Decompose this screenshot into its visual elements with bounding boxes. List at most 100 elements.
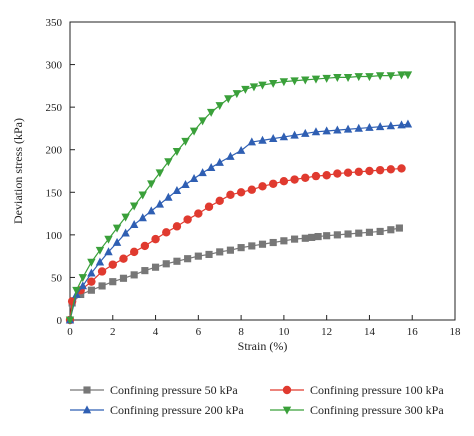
data-point	[155, 169, 165, 178]
series-line	[69, 227, 400, 321]
y-tick-label: 0	[57, 315, 63, 327]
data-point	[301, 128, 310, 137]
data-point	[397, 71, 406, 80]
data-point	[375, 165, 385, 175]
data-point	[386, 72, 396, 81]
data-point	[247, 185, 257, 194]
data-point	[354, 123, 363, 132]
data-point	[72, 286, 81, 295]
data-point	[237, 244, 245, 252]
data-point	[268, 179, 278, 188]
data-point	[194, 209, 203, 218]
data-point	[343, 168, 353, 177]
x-tick-label: 18	[450, 326, 462, 338]
data-point	[215, 196, 224, 205]
data-point	[119, 254, 128, 263]
data-point	[204, 202, 214, 211]
data-point	[268, 79, 278, 88]
data-point	[323, 232, 331, 240]
data-point	[279, 132, 289, 141]
data-point	[268, 134, 278, 143]
data-point	[95, 257, 105, 266]
data-point	[322, 74, 331, 83]
data-point	[65, 316, 75, 325]
data-point	[290, 130, 299, 139]
data-point	[376, 227, 384, 236]
legend-marker	[282, 385, 292, 395]
x-axis-title: Strain (%)	[238, 339, 288, 353]
data-point	[375, 72, 385, 81]
series-3	[65, 71, 413, 325]
legend-label: Confining pressure 300 kPa	[310, 403, 444, 417]
data-point	[226, 151, 235, 160]
data-point	[205, 250, 213, 259]
data-point	[78, 274, 88, 283]
data-point	[215, 157, 224, 166]
x-tick-label: 4	[153, 326, 159, 338]
data-point	[162, 260, 170, 268]
data-point	[147, 206, 156, 215]
data-point	[129, 247, 139, 257]
data-point	[198, 117, 207, 126]
data-point	[241, 85, 250, 94]
data-point	[386, 121, 396, 130]
data-point	[151, 234, 160, 244]
data-point	[355, 229, 363, 237]
data-point	[279, 177, 289, 186]
data-point	[173, 257, 181, 265]
data-point	[311, 75, 321, 84]
data-point	[206, 162, 216, 171]
data-point	[397, 120, 406, 129]
y-tick-label: 300	[46, 60, 63, 72]
data-point	[181, 180, 190, 188]
data-point	[301, 173, 310, 183]
data-point	[344, 230, 352, 238]
data-point	[183, 215, 192, 224]
data-point	[333, 169, 342, 178]
data-point	[365, 228, 374, 236]
data-point	[129, 220, 139, 228]
legend-label: Confining pressure 50 kPa	[110, 383, 238, 397]
y-axis-title: Deviation stress (kPa)	[11, 118, 25, 224]
data-point	[98, 282, 106, 290]
x-tick-label: 10	[278, 326, 290, 338]
data-point	[77, 290, 85, 299]
data-point	[290, 77, 299, 86]
data-point	[397, 164, 406, 173]
data-point	[226, 190, 235, 200]
data-point	[172, 148, 182, 157]
legend-marker	[282, 406, 292, 415]
data-point	[121, 228, 130, 237]
y-tick-label: 200	[46, 145, 63, 157]
series-0	[66, 224, 403, 324]
data-point	[322, 126, 331, 135]
data-point	[290, 175, 299, 184]
data-point	[311, 171, 321, 181]
x-tick-label: 8	[238, 326, 244, 338]
data-point	[258, 135, 267, 144]
data-point	[109, 278, 117, 286]
data-point	[215, 102, 224, 111]
data-point	[269, 238, 277, 247]
data-point	[194, 252, 202, 260]
data-point	[140, 241, 150, 251]
x-tick-label: 16	[407, 326, 419, 338]
data-point	[206, 108, 216, 117]
y-tick-label: 250	[46, 102, 63, 114]
data-point	[78, 281, 88, 290]
data-point	[333, 231, 341, 239]
data-point	[395, 224, 403, 232]
data-point	[314, 232, 322, 241]
data-point	[236, 188, 246, 197]
data-point	[301, 76, 310, 85]
x-tick-label: 6	[196, 326, 202, 338]
x-tick-label: 14	[364, 326, 376, 338]
data-point	[354, 167, 363, 177]
x-tick-label: 12	[321, 326, 332, 338]
data-point	[130, 271, 138, 279]
data-point	[343, 73, 353, 82]
data-point	[375, 122, 385, 131]
legend-marker	[83, 386, 91, 394]
data-point	[189, 174, 199, 183]
